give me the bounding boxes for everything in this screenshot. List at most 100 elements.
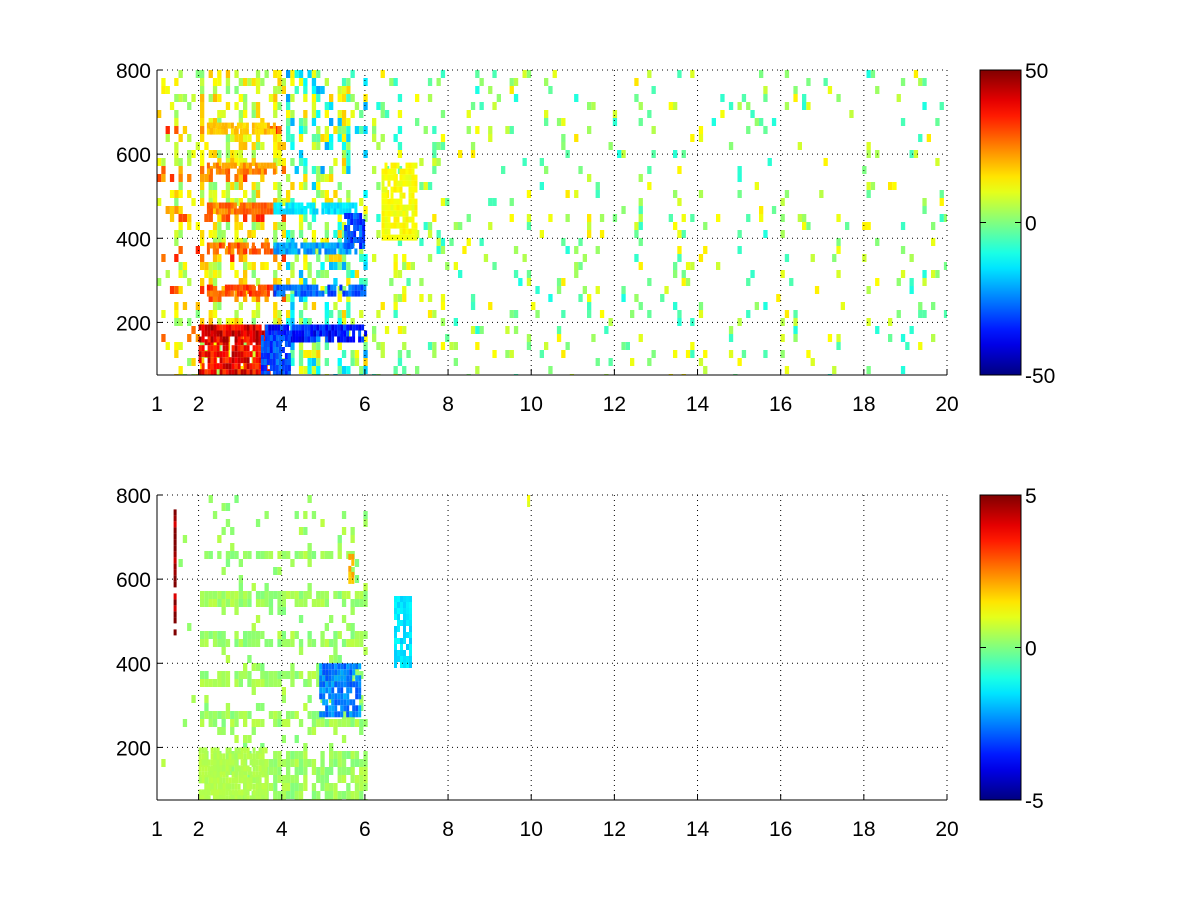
heatmap-cell: [303, 767, 308, 775]
heatmap-cell: [488, 126, 493, 134]
heatmap-cell: [204, 599, 209, 607]
heatmap-cell: [556, 334, 562, 342]
heatmap-cell: [307, 543, 312, 551]
heatmap-cell: [264, 679, 269, 687]
heatmap-cell: [243, 190, 248, 198]
heatmap-cell: [307, 324, 311, 331]
heatmap-cell: [230, 284, 234, 291]
heatmap-cell: [264, 599, 269, 607]
heatmap-cell: [281, 78, 286, 86]
heatmap-cell: [372, 134, 377, 142]
heatmap-cell: [647, 310, 652, 318]
heatmap-cell: [273, 150, 278, 158]
heatmap-cell: [513, 78, 519, 86]
heatmap-cell: [363, 78, 368, 86]
heatmap-cell: [230, 543, 235, 551]
heatmap-cell: [359, 225, 363, 231]
heatmap-cell: [866, 286, 871, 294]
heatmap-cell: [453, 358, 458, 366]
heatmap-cell: [357, 284, 361, 291]
heatmap-cell: [381, 210, 385, 217]
heatmap-cell: [376, 182, 381, 190]
heatmap-cell: [165, 126, 170, 134]
heatmap-cell: [200, 719, 205, 727]
heatmap-cell: [466, 214, 471, 222]
heatmap-cell: [784, 310, 790, 318]
heatmap-cell: [231, 777, 235, 784]
heatmap-cell: [875, 86, 880, 94]
heatmap-cell: [913, 150, 919, 158]
heatmap-cell: [793, 334, 798, 342]
heatmap-cell: [161, 166, 166, 174]
heatmap-cell: [187, 334, 192, 342]
heatmap-cell: [342, 290, 346, 297]
heatmap-cell: [403, 638, 406, 644]
heatmap-cell: [300, 242, 304, 249]
heatmap-cell: [294, 591, 299, 599]
heatmap-cell: [291, 248, 295, 255]
heatmap-cell: [273, 230, 278, 238]
heatmap-cell: [273, 671, 278, 679]
heatmap-cell: [266, 341, 270, 347]
heatmap-cell: [252, 789, 256, 796]
heatmap-cell: [225, 222, 231, 230]
heatmap-cell: [290, 559, 295, 567]
heatmap-cell: [231, 771, 235, 778]
heatmap-cell: [217, 94, 222, 102]
heatmap-cell: [217, 551, 222, 559]
heatmap-cell: [251, 182, 256, 190]
heatmap-cell: [290, 182, 295, 190]
heatmap-cell: [243, 278, 248, 286]
heatmap-cell: [337, 551, 342, 559]
heatmap-cell: [251, 290, 255, 297]
heatmap-cell: [238, 182, 243, 190]
heatmap-cell: [363, 751, 368, 759]
heatmap-cell: [784, 190, 790, 198]
heatmap-cell: [178, 286, 183, 294]
heatmap-cell: [359, 775, 364, 783]
heatmap-cell: [767, 158, 772, 166]
heatmap-cell: [161, 310, 166, 318]
heatmap-cell: [268, 607, 274, 615]
heatmap-cell: [243, 783, 247, 790]
heatmap-cell: [411, 168, 415, 175]
heatmap-cell: [260, 335, 264, 341]
heatmap-cell: [275, 359, 279, 365]
heatmap-cell: [333, 655, 338, 663]
heatmap-cell: [892, 182, 897, 190]
heatmap-cell: [381, 234, 385, 241]
heatmap-cell: [161, 254, 166, 262]
heatmap-cell: [363, 583, 368, 591]
heatmap-cell: [905, 342, 910, 350]
heatmap-cell: [173, 569, 177, 576]
heatmap-cell: [255, 789, 259, 796]
heatmap-cell: [182, 535, 188, 543]
heatmap-cell: [227, 242, 231, 249]
heatmap-cell: [247, 198, 252, 206]
heatmap-cell: [272, 168, 276, 175]
heatmap-cell: [888, 318, 893, 326]
heatmap-cell: [217, 366, 222, 374]
heatmap-cell: [746, 310, 751, 318]
heatmap-cell: [866, 142, 871, 150]
x-tick-label: 1: [151, 393, 163, 416]
heatmap-cell: [251, 222, 256, 230]
heatmap-cell: [222, 351, 226, 358]
heatmap-cell: [634, 222, 639, 230]
heatmap-cell: [238, 278, 243, 286]
heatmap-cell: [548, 294, 553, 302]
heatmap-cell: [277, 791, 282, 799]
heatmap-cell: [354, 671, 360, 679]
heatmap-cell: [236, 242, 240, 249]
x-tick-label: 10: [520, 818, 543, 841]
x-tick-label: 16: [769, 818, 792, 841]
heatmap-cell: [350, 270, 355, 278]
heatmap-cell: [303, 174, 308, 182]
heatmap-cell: [234, 182, 239, 190]
heatmap-cell: [363, 759, 368, 767]
heatmap-cell: [251, 248, 255, 255]
heatmap-cell: [350, 213, 354, 219]
heatmap-cell: [728, 142, 734, 150]
heatmap-cell: [212, 278, 218, 286]
heatmap-cell: [246, 753, 250, 760]
